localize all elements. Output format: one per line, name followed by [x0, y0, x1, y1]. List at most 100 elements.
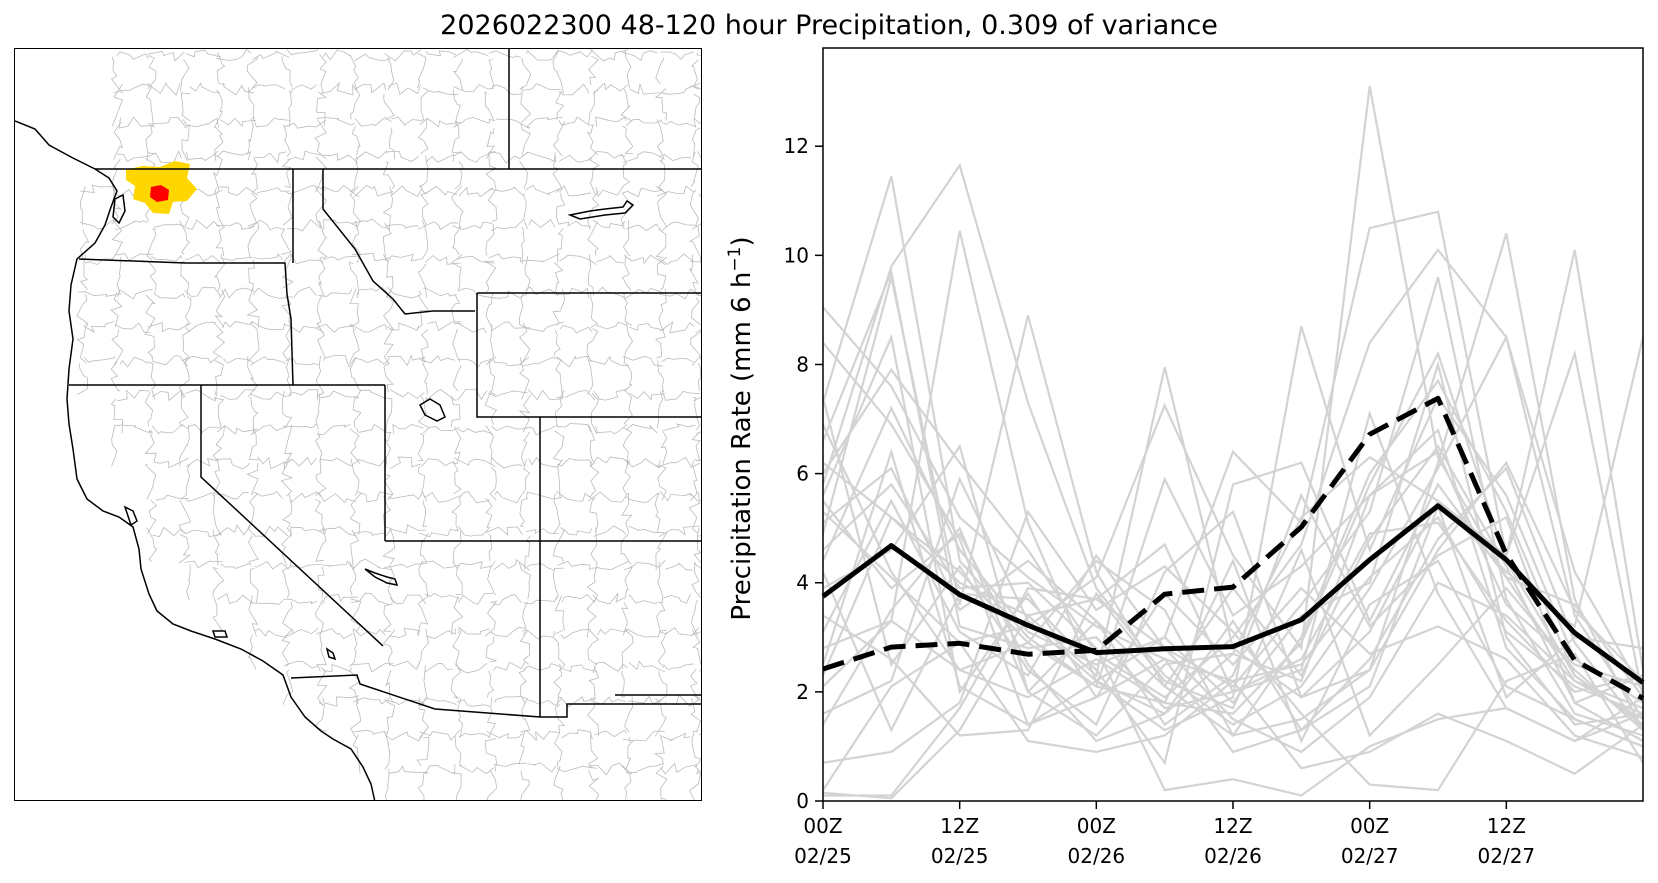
basin-edge — [282, 254, 294, 289]
y-axis-label: Precipitation Rate (mm 6 h−1) — [725, 236, 757, 620]
basin-edge — [116, 256, 122, 294]
basin-edge — [144, 392, 154, 427]
basin-edge — [147, 499, 157, 534]
basin-edge — [692, 127, 701, 158]
basin-edge — [286, 184, 326, 195]
basin-edge — [519, 58, 532, 90]
basin-edge — [418, 560, 429, 598]
basin-edge — [625, 118, 663, 126]
basin-edge — [629, 391, 666, 401]
basin-edge — [110, 361, 121, 392]
basin-edge — [485, 223, 495, 256]
basin-edge — [620, 88, 632, 121]
basin-edge — [622, 458, 661, 469]
basin-edge — [289, 389, 319, 401]
basin-edge — [520, 123, 531, 156]
basin-edge — [76, 322, 87, 364]
basin-edge — [588, 762, 633, 776]
basin-edge — [280, 458, 293, 497]
basin-edge — [249, 600, 284, 605]
basin-edge — [424, 764, 456, 775]
basin-edge — [458, 626, 490, 635]
basin-edge — [658, 159, 666, 194]
basin-edge — [424, 592, 460, 600]
basin-map-svg — [15, 49, 701, 800]
basin-edge — [417, 295, 430, 329]
basin-edge — [418, 155, 429, 188]
basin-edge — [280, 228, 292, 255]
basin-edge — [493, 558, 530, 571]
basin-edge — [586, 563, 598, 604]
basin-edge — [316, 424, 351, 436]
basin-edge — [520, 698, 531, 733]
basin-edge — [389, 765, 428, 774]
basin-edge — [519, 730, 526, 765]
basin-edge — [457, 388, 488, 401]
state-border-az-mex — [290, 674, 701, 718]
basin-edge — [247, 493, 259, 537]
basin-edge — [248, 219, 285, 231]
basin-edge — [315, 393, 320, 430]
basin-edge — [148, 261, 157, 291]
basin-edge — [314, 459, 327, 496]
basin-edge — [117, 389, 150, 402]
basin-edge — [386, 354, 426, 367]
basin-edge — [216, 222, 255, 230]
basin-edge — [84, 257, 114, 266]
basin-edge — [525, 491, 563, 500]
basin-edge — [147, 361, 157, 401]
basin-edge — [253, 490, 283, 499]
basin-edge — [660, 431, 668, 465]
basin-edge — [556, 390, 596, 401]
basin-edge — [452, 531, 462, 563]
basin-edge — [252, 84, 285, 90]
basin-edge — [528, 389, 563, 401]
basin-edge — [417, 221, 459, 231]
basin-edge — [623, 362, 633, 392]
basin-edge — [557, 459, 563, 499]
basin-edge — [147, 150, 182, 164]
basin-edge — [457, 428, 493, 435]
basin-edge — [390, 389, 425, 399]
basin-edge — [314, 599, 324, 635]
basin-edge — [147, 55, 157, 89]
basin-edge — [561, 593, 594, 603]
basin-edge — [492, 661, 526, 671]
ensemble-member-line — [822, 466, 1644, 727]
basin-edge — [147, 116, 187, 128]
basin-edge — [595, 186, 624, 197]
basin-edge — [248, 535, 260, 563]
basin-edge — [629, 323, 665, 331]
basin-edge — [282, 325, 292, 361]
basin-edge — [526, 151, 556, 163]
basin-edge — [489, 467, 497, 501]
basin-edge — [484, 600, 498, 637]
basin-edge — [560, 527, 593, 536]
basin-edge — [352, 558, 393, 571]
basin-edge — [418, 118, 429, 155]
basin-edge — [246, 288, 260, 328]
basin-edge — [185, 253, 221, 263]
basin-edge — [494, 490, 523, 504]
basin-edge — [518, 561, 531, 599]
basin-edge — [248, 427, 260, 461]
basin-edge — [384, 731, 391, 770]
basin-edge — [387, 287, 422, 299]
basin-edge — [590, 390, 600, 435]
basin-edge — [419, 665, 428, 707]
basin-edge — [144, 429, 157, 463]
basin-edge — [526, 563, 555, 571]
basin-edge — [557, 560, 591, 571]
basin-edge — [178, 500, 192, 533]
basin-edge — [118, 116, 154, 129]
state-border-wy — [476, 292, 701, 418]
basin-edge — [621, 602, 629, 636]
basin-edge — [690, 698, 701, 733]
basin-edge — [254, 525, 289, 537]
basin-edge — [353, 628, 386, 637]
basin-edge — [655, 185, 668, 227]
basin-edge — [486, 770, 498, 800]
basin-edge — [252, 50, 290, 60]
basin-edge — [220, 389, 256, 401]
basin-edge — [586, 328, 599, 363]
